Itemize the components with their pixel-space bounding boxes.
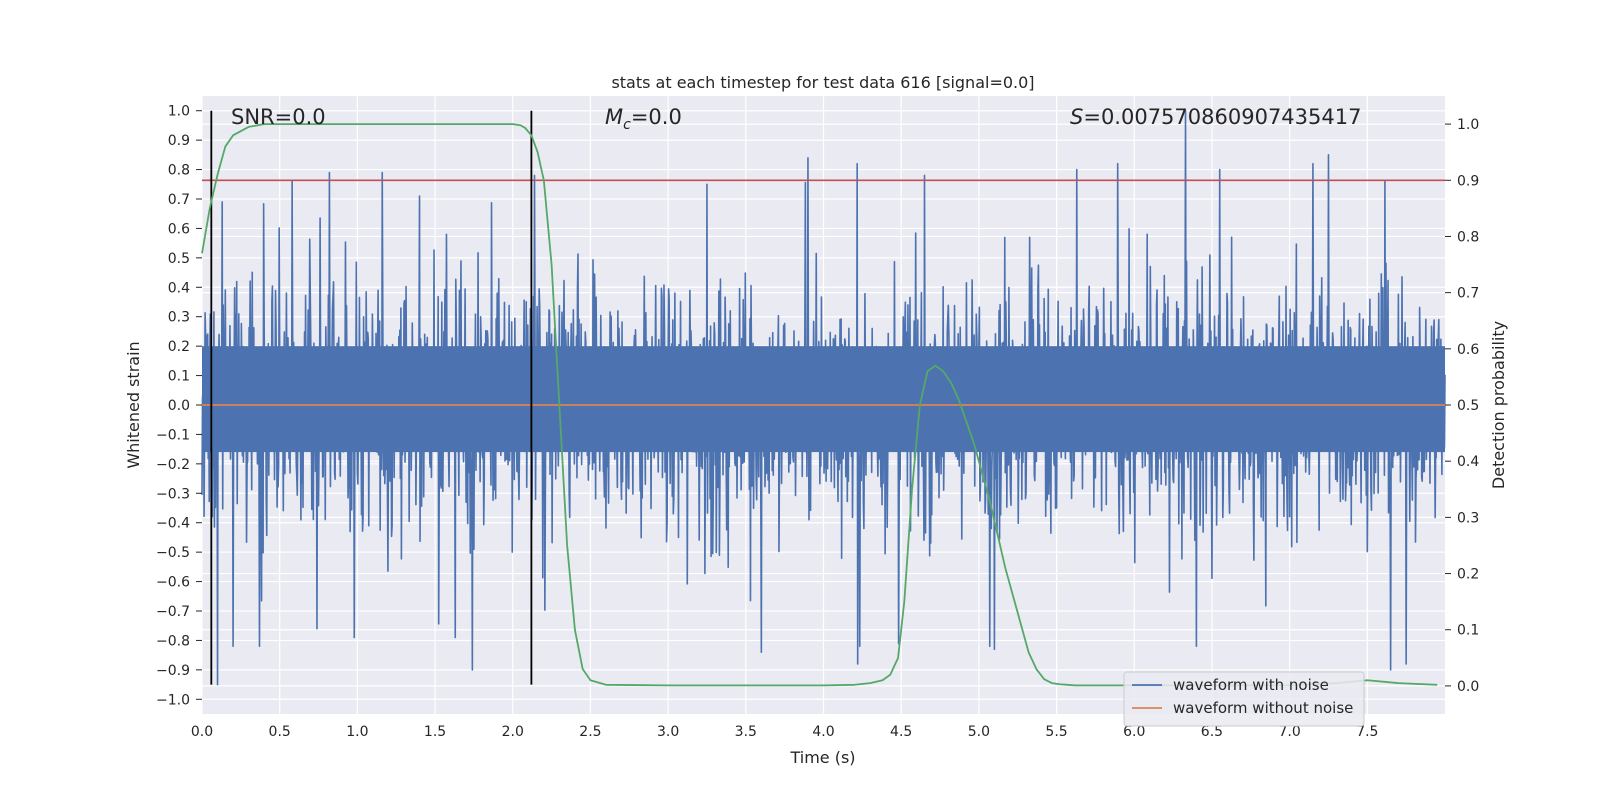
x-tick-label: 5.5 [1045, 724, 1067, 740]
y-tick-label: 0.4 [168, 280, 190, 296]
y-axis-label: Whitened strain [124, 341, 143, 468]
x-tick-label: 2.0 [502, 724, 524, 740]
y-tick-label: 1.0 [168, 104, 190, 120]
right-y-tick-label: 0.4 [1457, 454, 1479, 470]
score-value: =0.007570860907435417 [1083, 105, 1361, 129]
x-tick-label: 4.0 [812, 724, 834, 740]
series-waveform-with-noise [201, 109, 1446, 686]
y-tick-label: −0.4 [156, 516, 190, 532]
right-y-tick-label: 0.2 [1457, 567, 1479, 583]
y-tick-label: 0.3 [168, 310, 190, 326]
x-tick-label: 0.0 [191, 724, 213, 740]
legend-box [1123, 671, 1365, 727]
y-tick-label: 0.9 [168, 133, 190, 149]
right-y-tick-label: 0.5 [1457, 398, 1479, 414]
x-tick-labels: 0.0 0.5 1.0 1.5 2.0 2.5 3.0 3.5 4.0 4.5 5.0 5.5 6.0 6… [191, 724, 1379, 740]
window-vertical-lines [210, 110, 533, 685]
right-y-tick-label: 1.0 [1457, 117, 1479, 133]
y-tick-label: −0.9 [156, 663, 190, 679]
chirp-mass-subscript: c [623, 117, 631, 133]
y-tick-labels: 1.0 0.9 0.8 0.7 0.6 0.5 0.4 0.3 0.2 0.1 0.0 −0.1 −0.… [156, 104, 202, 708]
y-tick-label: −0.3 [156, 486, 190, 502]
score-annotation: S=0.007570860907435417 [1070, 105, 1361, 129]
y-tick-label: 0.0 [168, 398, 190, 414]
right-y-tick-label: 0.8 [1457, 229, 1479, 245]
right-y-tick-label: 0.0 [1457, 679, 1479, 695]
legend-label-waveform-with-noise: waveform with noise [1173, 676, 1329, 694]
x-tick-label: 4.5 [890, 724, 912, 740]
y-tick-label: −0.8 [156, 633, 190, 649]
plot-area-group [201, 96, 1446, 714]
y-tick-label: −0.7 [156, 604, 190, 620]
score-symbol: S [1070, 105, 1083, 129]
y-tick-label: −1.0 [156, 692, 190, 708]
right-y-axis-label: Detection probability [1489, 321, 1508, 489]
right-y-tick-label: 0.1 [1457, 623, 1479, 639]
right-y-tick-label: 0.6 [1457, 342, 1479, 358]
x-tick-label: 7.0 [1278, 724, 1300, 740]
chirp-mass-symbol: M [605, 105, 623, 129]
x-tick-label: 1.5 [424, 724, 446, 740]
legend: waveform with noise waveform without noi… [1123, 671, 1365, 727]
chart-title: stats at each timestep for test data 616… [611, 73, 1034, 92]
right-y-tick-label: 0.3 [1457, 510, 1479, 526]
x-tick-label: 5.0 [968, 724, 990, 740]
x-tick-label: 3.0 [657, 724, 679, 740]
y-tick-label: 0.8 [168, 163, 190, 179]
detection-probability-line [201, 123, 1438, 687]
x-tick-label: 3.5 [735, 724, 757, 740]
x-axis-label: Time (s) [789, 748, 855, 767]
x-tick-label: 2.5 [579, 724, 601, 740]
y-tick-label: 0.1 [168, 369, 190, 385]
legend-label-waveform-without-noise: waveform without noise [1173, 699, 1353, 717]
x-tick-label: 6.5 [1201, 724, 1223, 740]
chirp-mass-annotation: Mc=0.0 [605, 105, 682, 133]
series-detection-probability [201, 123, 1438, 687]
y-tick-label: 0.7 [168, 192, 190, 208]
snr-annotation: SNR=0.0 [231, 105, 326, 129]
y-tick-label: 0.2 [168, 339, 190, 355]
x-tick-label: 0.5 [269, 724, 291, 740]
y-tick-label: −0.5 [156, 545, 190, 561]
y-tick-label: 0.6 [168, 221, 190, 237]
x-tick-label: 1.0 [346, 724, 368, 740]
x-tick-label: 7.5 [1356, 724, 1378, 740]
noisy-waveform-core [202, 346, 1445, 453]
y-tick-label: 0.5 [168, 251, 190, 267]
right-y-tick-label: 0.7 [1457, 286, 1479, 302]
y-tick-label: −0.6 [156, 575, 190, 591]
y-tick-label: −0.1 [156, 427, 190, 443]
right-y-tick-label: 0.9 [1457, 173, 1479, 189]
y-tick-label: −0.2 [156, 457, 190, 473]
x-tick-label: 6.0 [1123, 724, 1145, 740]
right-y-tick-labels: 1.0 0.9 0.8 0.7 0.6 0.5 0.4 0.3 0.2 0.1 0.0 [1445, 117, 1479, 695]
chirp-mass-value: =0.0 [631, 105, 682, 129]
